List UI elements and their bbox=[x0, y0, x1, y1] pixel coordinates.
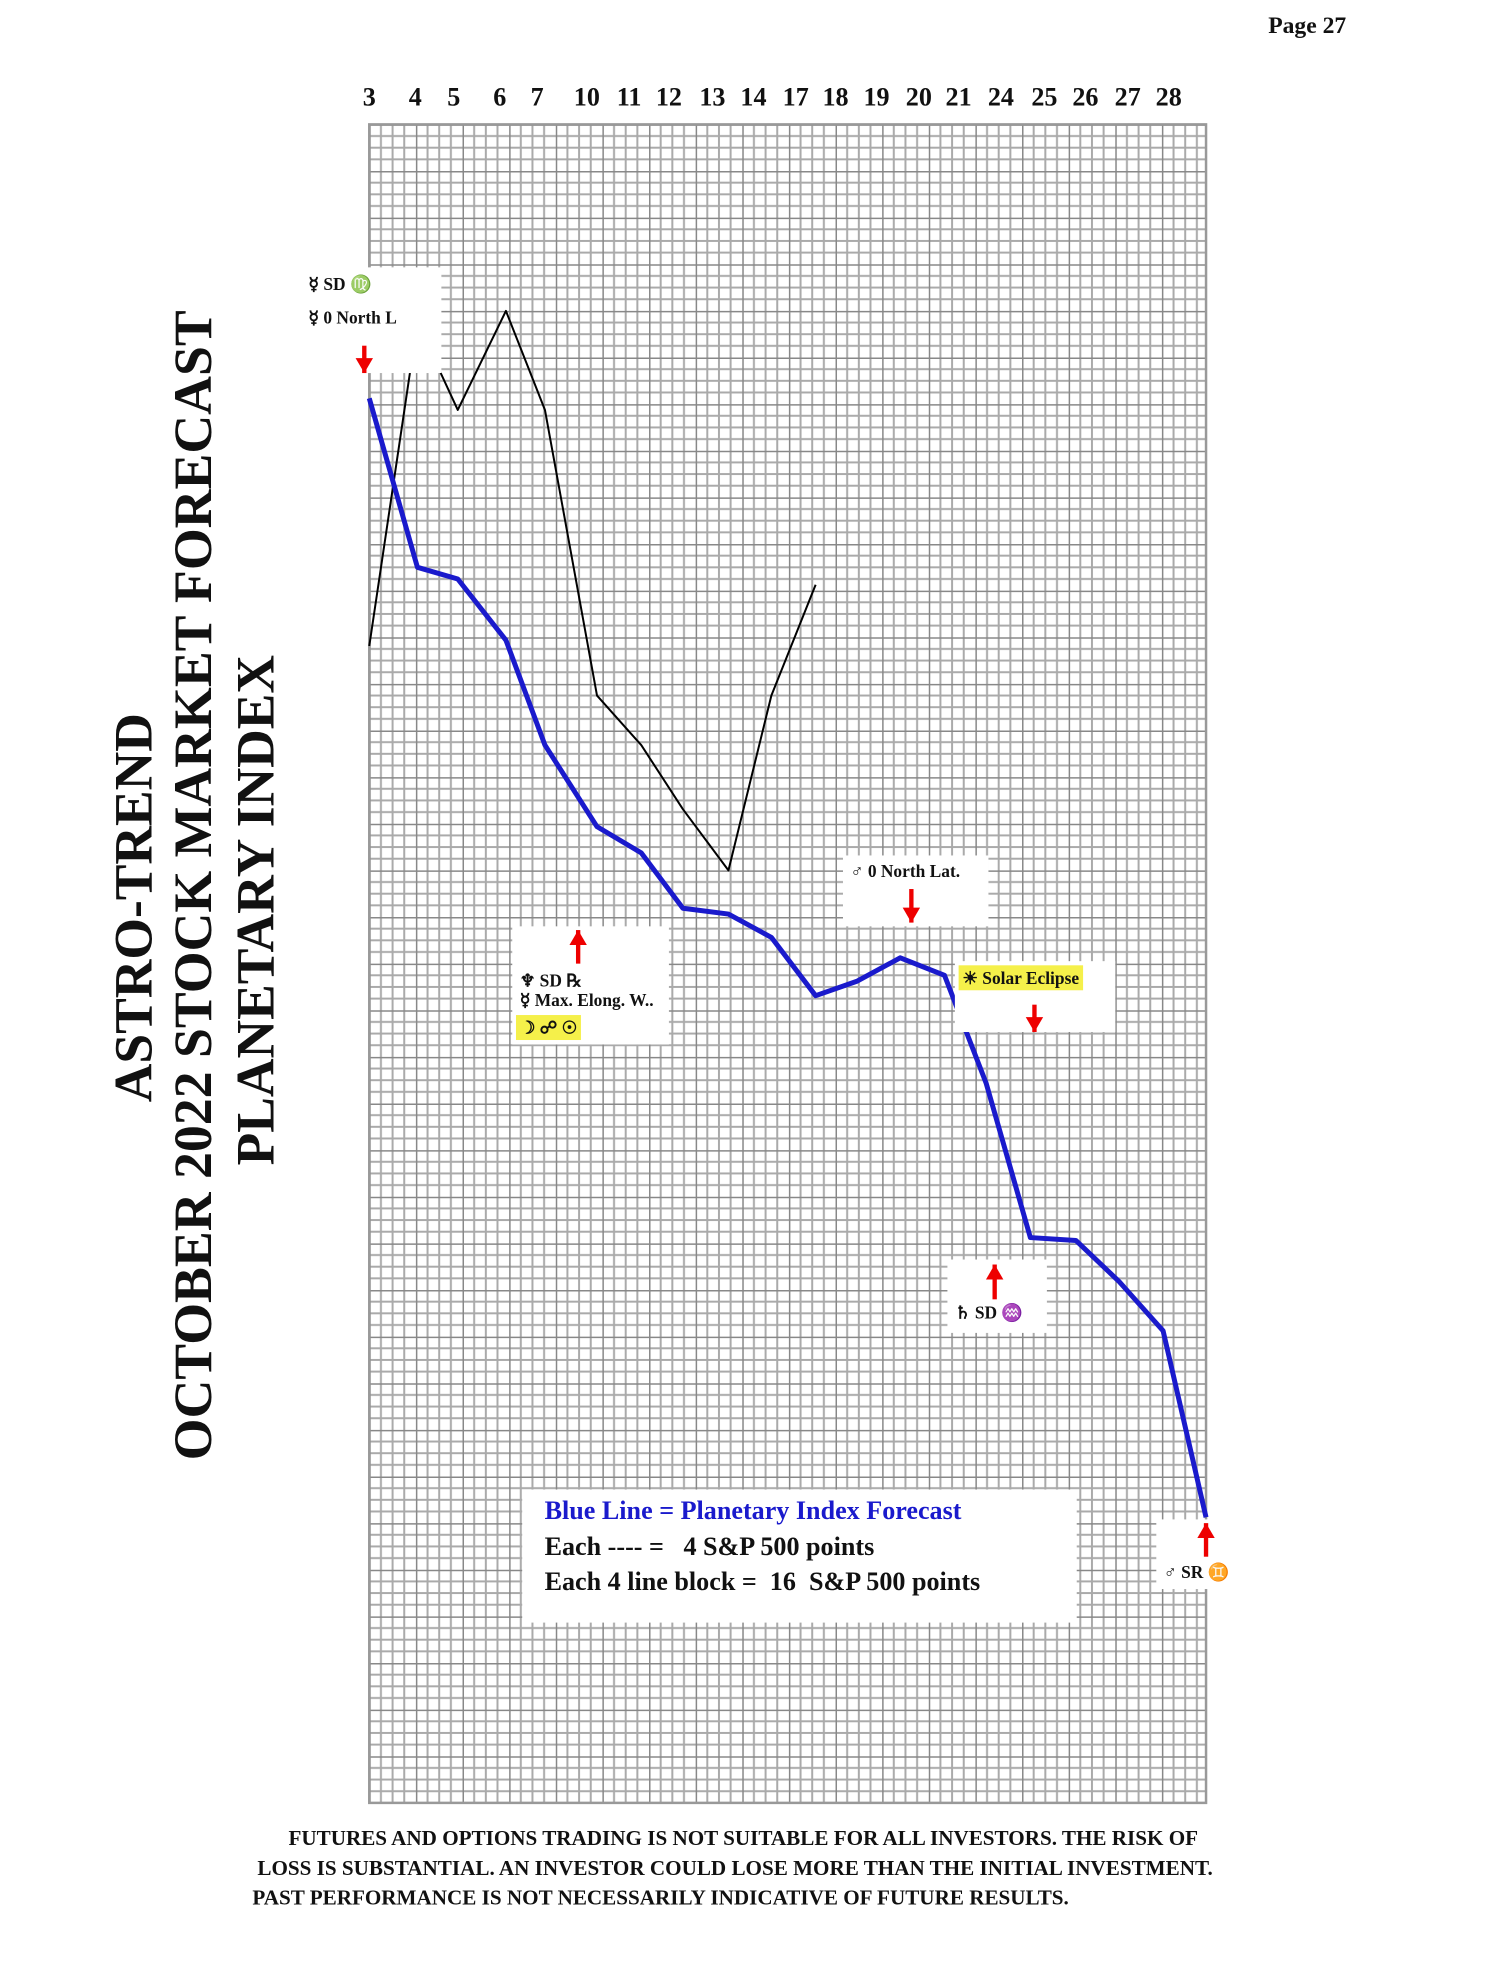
arrow-head bbox=[985, 1264, 1004, 1280]
highlight bbox=[515, 1015, 581, 1041]
legend-note: Each ---- = 4 S&P 500 points bbox=[545, 1532, 875, 1561]
arrow-head bbox=[1197, 1523, 1215, 1539]
annotation: ☀ Solar Eclipse bbox=[954, 961, 1116, 1033]
title-line: OCTOBER 2022 STOCK MARKET FORECAST bbox=[163, 310, 223, 1460]
annotation-text: ☀ Solar Eclipse bbox=[962, 968, 1079, 988]
legend: Blue Line = Planetary Index Forecast Each… bbox=[522, 1489, 1077, 1623]
x-tick-label: 11 bbox=[617, 83, 642, 112]
annotation: ♂ SR ♊ bbox=[1156, 1519, 1254, 1590]
x-tick-label: 20 bbox=[906, 83, 932, 112]
annotation: ☿ SD ♍ ☿ 0 North L bbox=[300, 267, 442, 374]
x-tick-label: 14 bbox=[740, 83, 766, 112]
annotation-text: ♆ SD ℞ bbox=[520, 970, 582, 990]
title-line: PLANETARY INDEX bbox=[225, 655, 285, 1165]
x-tick-label: 24 bbox=[988, 83, 1014, 112]
forecast-line bbox=[366, 397, 1209, 1518]
x-tick-label: 25 bbox=[1031, 83, 1057, 112]
arrow-head bbox=[1025, 1017, 1044, 1033]
annotation: ♆ SD ℞☿ Max. Elong. W.. ☽ ☍ ☉ bbox=[512, 926, 669, 1045]
x-tick-label: 27 bbox=[1115, 83, 1141, 112]
x-tick-label: 10 bbox=[574, 83, 600, 112]
x-tick-label: 3 bbox=[363, 83, 376, 112]
x-tick-label: 18 bbox=[822, 83, 848, 112]
disclaimer: LOSS IS SUBSTANTIAL. AN INVESTOR COULD L… bbox=[257, 1856, 1212, 1880]
x-tick-label: 6 bbox=[493, 83, 506, 112]
x-tick-label: 21 bbox=[946, 83, 972, 112]
annotation: ♂ 0 North Lat. bbox=[842, 855, 989, 927]
x-tick-label: 12 bbox=[656, 83, 682, 112]
title: ASTRO-TREND OCTOBER 2022 STOCK MARKET FO… bbox=[104, 310, 286, 1460]
x-tick-label: 13 bbox=[699, 83, 725, 112]
legend-note: Each 4 line block = 16 S&P 500 points bbox=[545, 1567, 981, 1596]
annotation-text: ☿ 0 North L bbox=[308, 308, 396, 328]
arrow-head bbox=[355, 358, 373, 374]
x-tick-label: 28 bbox=[1156, 83, 1182, 112]
legend-entry: Blue Line = Planetary Index Forecast bbox=[545, 1496, 962, 1525]
annotation: ♄ SD ♒ bbox=[947, 1259, 1047, 1333]
x-tick-label: 5 bbox=[447, 83, 460, 112]
annotation-box bbox=[300, 267, 442, 374]
x-tick-label: 17 bbox=[783, 83, 809, 112]
legend-box bbox=[522, 1489, 1077, 1623]
page-number: Page 27 bbox=[1268, 13, 1346, 39]
price-line bbox=[368, 309, 817, 872]
arrow-head bbox=[902, 907, 921, 923]
x-tick-label: 19 bbox=[863, 83, 889, 112]
x-tick-label: 4 bbox=[409, 83, 422, 112]
disclaimer: PAST PERFORMANCE IS NOT NECESSARILY INDI… bbox=[252, 1886, 1068, 1910]
annotation-text: ☿ SD ♍ bbox=[308, 274, 371, 294]
disclaimer: FUTURES AND OPTIONS TRADING IS NOT SUITA… bbox=[288, 1826, 1198, 1850]
annotation-text: ♂ 0 North Lat. bbox=[850, 861, 960, 881]
title-line: ASTRO-TREND bbox=[104, 713, 164, 1102]
x-tick-label: 7 bbox=[531, 83, 544, 112]
annotation-text: ♄ SD ♒ bbox=[955, 1302, 1023, 1322]
highlight bbox=[958, 965, 1084, 991]
annotation-text: ☽ ☍ ☉ bbox=[520, 1018, 578, 1038]
annotation-text: ☿ Max. Elong. W.. bbox=[520, 990, 654, 1010]
x-tick-label: 26 bbox=[1072, 83, 1098, 112]
arrow-head bbox=[569, 930, 587, 945]
annotation-text: ♂ SR ♊ bbox=[1164, 1562, 1230, 1582]
